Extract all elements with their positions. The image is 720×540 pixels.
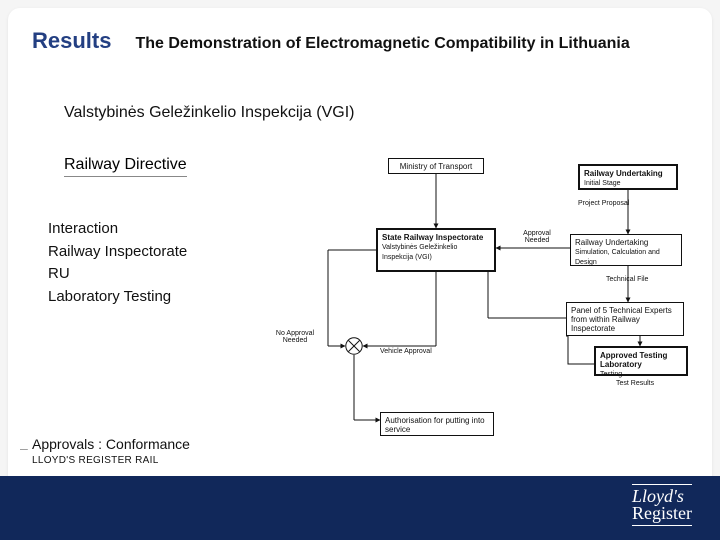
node-inspectorate-sub: Valstybinės Geležinkelio Inspekcija (VGI… — [382, 244, 457, 261]
logo-line-2: Register — [632, 505, 692, 526]
node-lab-title: Approved Testing Laboratory — [600, 351, 667, 369]
edge-label-project-proposal: Project Proposal — [578, 200, 629, 207]
node-lab: Approved Testing Laboratory Testing — [594, 346, 688, 376]
slide-title: The Demonstration of Electromagnetic Com… — [135, 35, 629, 53]
node-panel: Panel of 5 Technical Experts from within… — [566, 302, 684, 336]
bullet-interaction: Interaction — [48, 218, 248, 241]
footer-org: LLOYD'S REGISTER RAIL — [32, 455, 159, 466]
bullet-list: Interaction Railway Inspectorate RU Labo… — [48, 218, 248, 308]
edge-label-technical-file: Technical File — [606, 276, 648, 283]
node-inspectorate-title: State Railway Inspectorate — [382, 233, 483, 242]
footer-bar: Lloyd's Register — [0, 476, 720, 540]
flowchart: Ministry of Transport Railway Undertakin… — [268, 158, 688, 448]
node-ministry: Ministry of Transport — [388, 158, 484, 174]
bullet-inspectorate: Railway Inspectorate — [48, 241, 248, 264]
node-ru-initial: Railway Undertaking Initial Stage — [578, 164, 678, 190]
bullet-ru: RU — [48, 263, 248, 286]
edge-label-test-results: Test Results — [616, 380, 654, 387]
header: Results The Demonstration of Electromagn… — [32, 28, 688, 54]
node-ru-initial-sub: Initial Stage — [584, 180, 621, 187]
node-ru-sim-title: Railway Undertaking — [575, 238, 648, 247]
subtitle: Valstybinės Geležinkelio Inspekcija (VGI… — [64, 104, 355, 122]
bullet-lab: Laboratory Testing — [48, 286, 248, 309]
edge-label-vehicle-approval: Vehicle Approval — [380, 348, 432, 355]
edge-label-no-approval: No Approval Needed — [272, 330, 318, 344]
slide: Results The Demonstration of Electromagn… — [8, 8, 712, 532]
footer-dash-icon: – — [20, 440, 28, 456]
section-label: Results — [32, 28, 111, 54]
railway-directive: Railway Directive — [64, 156, 187, 177]
node-authorisation: Authorisation for putting into service — [380, 412, 494, 436]
node-ru-initial-title: Railway Undertaking — [584, 169, 663, 178]
node-inspectorate: State Railway Inspectorate Valstybinės G… — [376, 228, 496, 272]
node-ru-sim-sub: Simulation, Calculation and Design — [575, 249, 660, 266]
footer-approvals: Approvals : Conformance — [32, 436, 190, 452]
node-ru-sim: Railway Undertaking Simulation, Calculat… — [570, 234, 682, 266]
lloyds-register-logo: Lloyd's Register — [632, 484, 692, 526]
node-lab-sub: Testing — [600, 371, 622, 378]
logo-line-1: Lloyd's — [632, 484, 692, 505]
edge-label-approval-needed: Approval Needed — [512, 230, 562, 244]
decision-node-icon — [345, 337, 363, 355]
